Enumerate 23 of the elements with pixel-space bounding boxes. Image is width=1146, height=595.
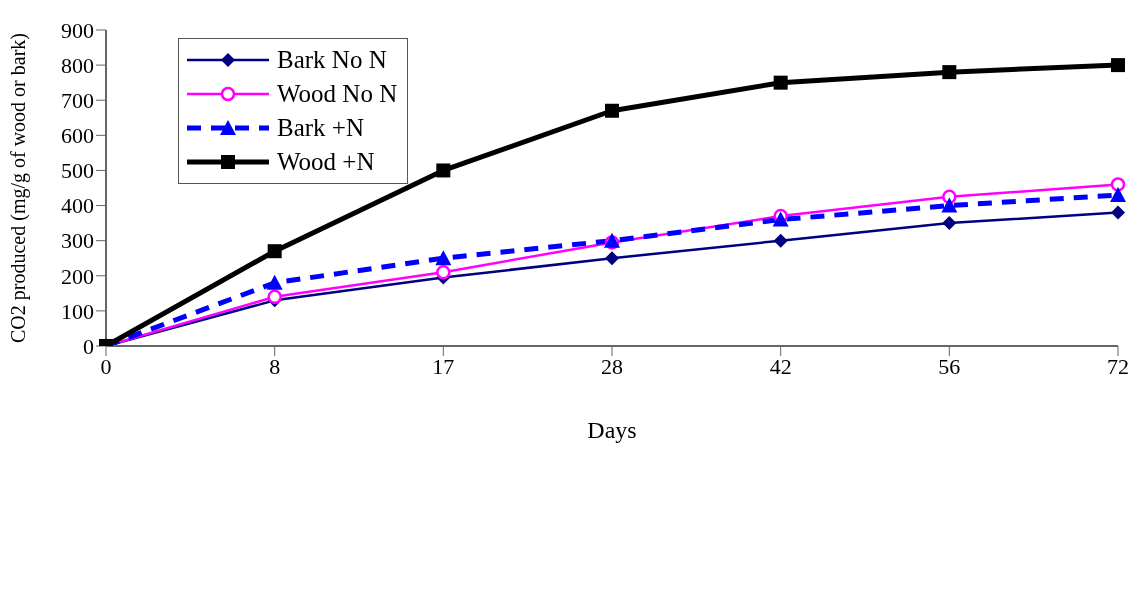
y-tick-label: 900 (61, 17, 94, 43)
legend-label: Bark +N (277, 114, 364, 142)
y-axis-title: CO2 produced (mg/g of wood or bark) (7, 33, 31, 343)
x-tick-label: 42 (769, 353, 792, 379)
y-tick-label: 100 (61, 298, 94, 324)
y-tick-label: 500 (61, 158, 94, 184)
y-tick-label: 300 (61, 228, 94, 254)
x-tick-label: 0 (100, 353, 112, 379)
legend-label: Wood +N (277, 148, 375, 176)
x-tick-label: 28 (601, 353, 623, 379)
x-tick-label: 56 (938, 353, 961, 379)
legend-label: Bark No N (277, 46, 387, 74)
y-tick-label: 200 (61, 263, 94, 289)
y-tick-label: 600 (61, 123, 94, 149)
y-tick-label: 800 (61, 52, 94, 78)
y-tick-label: 400 (61, 193, 94, 219)
x-tick-label: 72 (1107, 353, 1129, 379)
y-tick-label: 0 (83, 333, 94, 359)
y-tick-label: 700 (61, 88, 94, 114)
x-tick-label: 8 (269, 353, 281, 379)
x-axis-title: Days (587, 417, 637, 443)
x-tick-label: 17 (432, 353, 455, 379)
legend-label: Wood No N (277, 80, 398, 108)
